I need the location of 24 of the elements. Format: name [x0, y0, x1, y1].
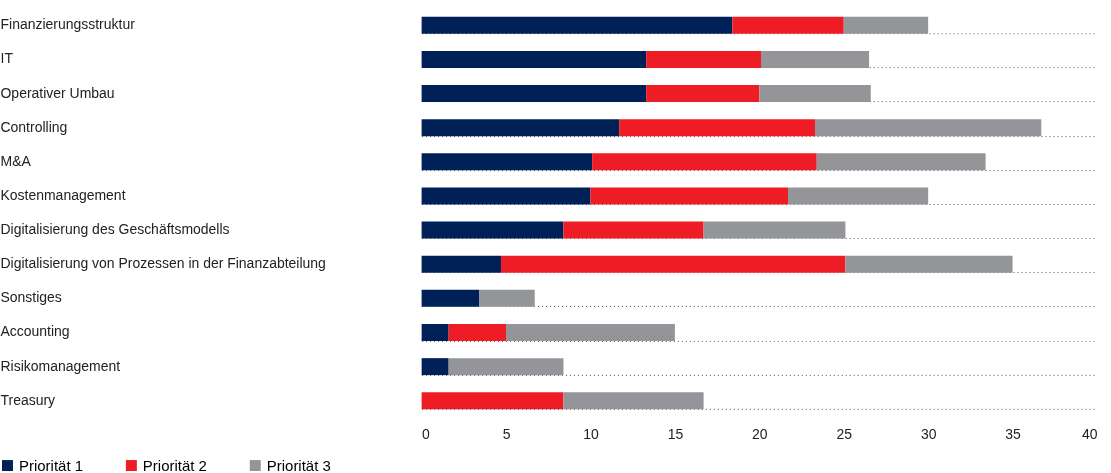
x-tick-label: 5 — [502, 426, 511, 443]
y-tick-label: Kostenmanagement — [0, 186, 126, 203]
y-tick-label: Sonstiges — [0, 289, 62, 306]
x-tick-label: 25 — [836, 426, 853, 443]
x-tick-label: 35 — [1005, 426, 1022, 443]
legend-label: Priorität 3 — [266, 456, 331, 473]
legend-label: Priorität 2 — [142, 456, 207, 473]
y-tick-label: Treasury — [0, 391, 56, 408]
y-tick-label: Accounting — [0, 323, 70, 340]
y-tick-label: Digitalisierung von Prozessen in der Finanzabteilung — [0, 255, 326, 272]
x-tick-label: 15 — [667, 426, 684, 443]
x-tick-label: 40 — [1081, 426, 1098, 443]
legend-label: Priorität 1 — [18, 456, 84, 473]
x-tick-label: 20 — [752, 426, 768, 443]
y-tick-label: Finanzierungsstruktur — [0, 16, 136, 33]
y-tick-label: IT — [0, 50, 14, 67]
y-tick-label: Operativer Umbau — [0, 84, 115, 101]
x-tick-label: 0 — [422, 426, 431, 443]
y-tick-label: Digitalisierung des Geschäftsmodells — [0, 221, 230, 238]
y-tick-label: Risikomanagement — [0, 357, 121, 374]
y-tick-label: Controlling — [0, 118, 68, 135]
x-tick-label: 10 — [583, 426, 599, 443]
y-tick-label: M&A — [0, 152, 32, 169]
x-tick-label: 30 — [920, 426, 937, 443]
